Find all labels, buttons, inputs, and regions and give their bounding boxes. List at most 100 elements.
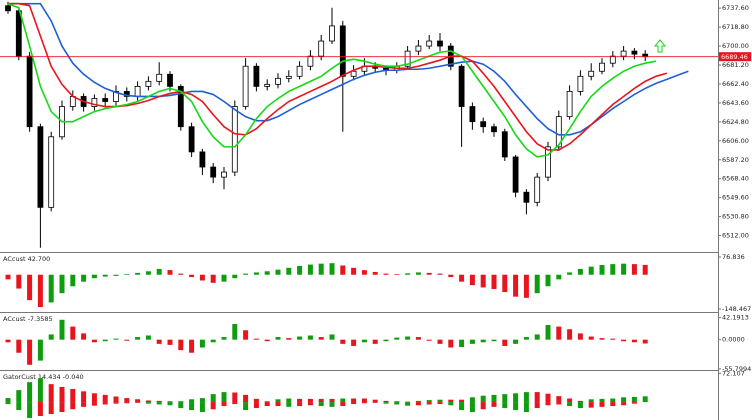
gator-bar — [523, 392, 529, 403]
gator-bar — [210, 402, 216, 410]
histogram-bar — [59, 274, 65, 294]
gator-bar — [383, 402, 389, 404]
histogram-bar — [513, 339, 519, 344]
candle-body — [501, 131, 508, 158]
histogram-bar — [340, 265, 346, 275]
histogram-bar — [264, 339, 270, 342]
candle-body — [631, 50, 638, 55]
gator-bar — [588, 399, 594, 403]
histogram-bar — [480, 274, 486, 288]
histogram-bar — [243, 273, 249, 275]
candle-body — [5, 5, 11, 12]
histogram-bar — [340, 339, 346, 344]
gator-bar — [459, 399, 465, 403]
histogram-bar — [610, 264, 616, 275]
candle-body — [426, 40, 433, 47]
gator-bar — [81, 402, 87, 407]
histogram-bar — [329, 263, 335, 275]
gator-bar — [610, 402, 616, 407]
histogram-bar — [599, 265, 605, 275]
gator-bar — [426, 400, 432, 403]
y-tick-label: 42.1913 — [722, 314, 749, 322]
histogram-bar — [5, 339, 11, 343]
gator-bar — [448, 399, 454, 403]
candle-body — [48, 136, 55, 208]
histogram-bar — [37, 274, 43, 308]
histogram-bar — [297, 265, 303, 275]
histogram-bar — [577, 268, 583, 275]
histogram-bar — [113, 338, 119, 340]
candle-body — [512, 156, 519, 193]
gator-bar — [102, 394, 108, 403]
candle-body — [91, 98, 98, 107]
gator-bar — [70, 402, 76, 410]
candle-body — [609, 55, 616, 64]
gator-bar — [351, 398, 357, 403]
gator-bar — [556, 402, 562, 405]
histogram-bar — [534, 274, 540, 294]
y-tick-label: 6568.40 — [722, 175, 749, 183]
histogram-bar — [113, 274, 119, 276]
gator-bar — [5, 398, 11, 403]
gator-bar — [264, 401, 270, 403]
candle-body — [599, 62, 605, 72]
histogram-bar — [232, 274, 238, 279]
gator-bar — [27, 382, 33, 403]
gator-bar — [318, 398, 324, 403]
gator-bar — [534, 402, 540, 409]
histogram-bar — [253, 338, 259, 340]
histogram-bar — [70, 274, 76, 287]
gator-bar — [577, 402, 583, 409]
gator-bar — [437, 402, 443, 405]
gator-bar — [534, 392, 540, 403]
histogram-bar — [351, 339, 357, 346]
histogram-bar — [5, 274, 11, 280]
histogram-bar — [27, 274, 33, 301]
gator-bar — [545, 393, 551, 403]
gator-bar — [253, 402, 259, 409]
gator-bar — [480, 402, 486, 410]
histogram-bar — [329, 334, 335, 340]
gator-bar — [199, 398, 205, 403]
gator-bar — [502, 394, 508, 403]
histogram-bar — [459, 339, 465, 347]
candle-body — [145, 80, 152, 87]
histogram-bar — [37, 339, 43, 361]
candle-body — [177, 85, 184, 128]
candle-body — [480, 121, 487, 128]
gator-bar — [16, 390, 22, 403]
y-tick-label: 76.836 — [722, 253, 745, 261]
gator-bar — [415, 402, 421, 406]
histogram-bar — [318, 337, 324, 340]
candle-body — [415, 45, 422, 52]
histogram-bar — [91, 339, 97, 343]
gator-bar — [167, 401, 173, 403]
candle-body — [253, 65, 260, 87]
gator-bar — [329, 402, 335, 407]
candle-body — [242, 65, 249, 107]
gator-bar — [621, 402, 627, 406]
gator-bar — [556, 396, 562, 403]
gator-bar — [113, 396, 119, 403]
gator-bar — [124, 402, 130, 404]
y-tick-label: 6530.80 — [722, 213, 749, 221]
gator-bar — [513, 393, 519, 403]
gator-bar — [135, 399, 141, 403]
histogram-bar — [448, 274, 454, 278]
histogram-bar — [502, 339, 508, 346]
y-tick-label: 6718.80 — [722, 23, 749, 31]
gator-bar — [91, 393, 97, 403]
gator-bar — [631, 402, 637, 404]
candle-body — [231, 106, 238, 173]
histogram-bar — [102, 274, 108, 277]
histogram-bar — [81, 333, 87, 340]
gator-bar — [178, 402, 184, 409]
histogram-bar — [156, 268, 162, 275]
candle-body — [339, 25, 346, 77]
histogram-bar — [426, 272, 432, 275]
histogram-bar — [372, 339, 378, 344]
gator-bar — [599, 398, 605, 403]
histogram-bar — [351, 267, 357, 275]
histogram-bar — [631, 264, 637, 275]
